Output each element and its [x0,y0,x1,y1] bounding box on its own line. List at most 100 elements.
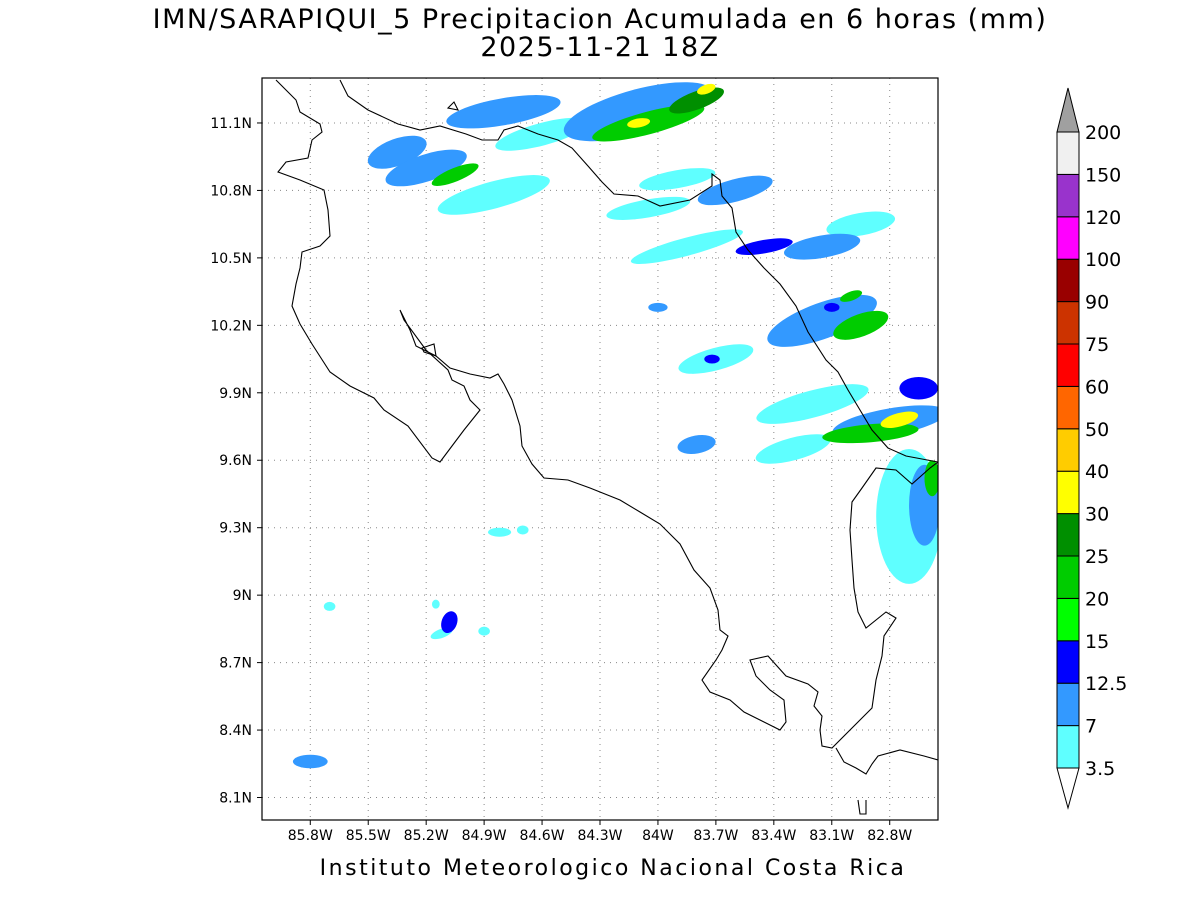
precip-cell [323,601,336,611]
panama-coastline [835,747,938,775]
colorbar-label: 200 [1085,122,1121,144]
precipitation-field [292,82,938,769]
coastline-and-borders [275,79,938,815]
colorbar-segment [1056,343,1080,387]
precip-cell [704,354,720,364]
colorbar-segment [1056,258,1080,303]
precip-cell [756,384,869,424]
precip-cell [431,599,440,609]
nicaragua-coastline [275,79,938,749]
colorbar-label: 90 [1085,292,1109,314]
nicaragua-border [339,79,938,463]
precip-cell [784,233,861,260]
precip-cell [606,196,691,220]
precip-cell [648,302,668,312]
lat-tick-label: 8.7N [219,656,252,672]
precip-cell [880,411,919,428]
colorbar-segment [1056,216,1080,260]
colorbar-segment [1056,640,1080,684]
lat-tick-label: 9.3N [219,521,252,537]
precip-cell [833,310,889,340]
precip-cell [767,294,877,347]
precip-cell [437,175,550,215]
lon-tick-label: 84.9W [462,828,507,844]
colorbar-label: 7 [1085,716,1097,738]
colorbar-segment [1056,301,1080,345]
lat-tick-label: 8.4N [219,723,252,739]
lat-tick-label: 9.6N [219,453,252,469]
map-title: IMN/SARAPIQUI_5 Precipitacion Acumulada … [152,4,1048,35]
lon-tick-label: 83.4W [751,828,796,844]
precip-cell [826,211,896,237]
latitude-labels: 11.1N 10.8N 10.5N 10.2N 9.9N 9.6N 9.3N 9N 8.7N 8.… [210,116,262,807]
lon-tick-label: 84W [642,828,674,844]
colorbar-label: 20 [1085,588,1109,610]
lon-tick-label: 83.7W [693,828,738,844]
lat-tick-label: 10.2N [210,318,252,334]
precip-cell [446,95,561,129]
colorbar-label: 75 [1085,334,1109,356]
lon-tick-label: 85.2W [404,828,449,844]
lat-tick-label: 9.9N [219,386,252,402]
precip-cell [487,527,512,537]
colorbar-label: 30 [1085,504,1109,526]
lon-tick-label: 85.5W [346,828,391,844]
precip-cell [385,149,467,187]
longitude-labels: 85.8W 85.5W 85.2W 84.9W 84.6W 84.3W 84W 83.7W 83… [288,820,912,844]
colorbar-segment [1056,555,1080,599]
colorbar-labels: 3.5 7 12.5 15 20 25 30 40 50 60 75 90 100 120 150 200 [1085,122,1127,780]
map-grid [262,78,938,820]
precip-cell [677,435,716,454]
precip-cell [840,290,863,302]
precip-cell [735,238,793,255]
precip-cell [824,302,840,312]
lon-tick-label: 84.3W [577,828,622,844]
precip-cell [563,82,714,142]
colorbar-label: 60 [1085,376,1109,398]
colorbar-label: 120 [1085,207,1121,229]
colorbar-segment [1056,173,1080,218]
colorbar-label: 40 [1085,461,1109,483]
colorbar-label: 100 [1085,249,1121,271]
colorbar-segment [1056,385,1080,430]
colorbar-segment [1056,682,1080,727]
lat-tick-label: 10.5N [210,251,252,267]
colorbar-label: 12.5 [1085,673,1127,695]
colorbar-segment [1056,597,1080,642]
precip-cell [697,83,716,95]
precip-cell [516,525,529,535]
colorbar-label: 15 [1085,631,1109,653]
lon-tick-label: 83.1W [809,828,854,844]
precip-cell [822,423,919,444]
lon-tick-label: 85.8W [288,828,333,844]
precip-cell [478,626,490,636]
colorbar-label: 150 [1085,164,1121,186]
lat-tick-label: 8.1N [219,791,252,807]
colorbar-segment [1056,725,1080,769]
colorbar-label: 25 [1085,546,1109,568]
precip-cell [367,135,427,169]
precip-cell [630,229,743,264]
precip-cell [441,611,458,634]
small-island [446,101,459,111]
precip-cell [755,434,831,464]
colorbar-segment [1056,131,1080,175]
precip-cell [627,118,651,128]
colorbar-label: 50 [1085,419,1109,441]
lake-outline [421,343,437,357]
precip-cell [899,377,938,400]
lon-tick-label: 82.8W [867,828,912,844]
footer-credit: Instituto Meteorologico Nacional Costa R… [319,856,907,881]
precip-cell [431,163,479,186]
lat-tick-label: 10.8N [210,183,252,199]
lon-tick-label: 84.6W [520,828,565,844]
southern-coastline [857,799,867,815]
colorbar-segment [1056,470,1080,515]
colorbar-top-arrow [1056,87,1080,133]
colorbar-segments [1056,87,1080,810]
colorbar-segment [1056,513,1080,557]
precip-cell [697,175,773,206]
map-subtitle-date: 2025-11-21 18Z [480,32,720,63]
